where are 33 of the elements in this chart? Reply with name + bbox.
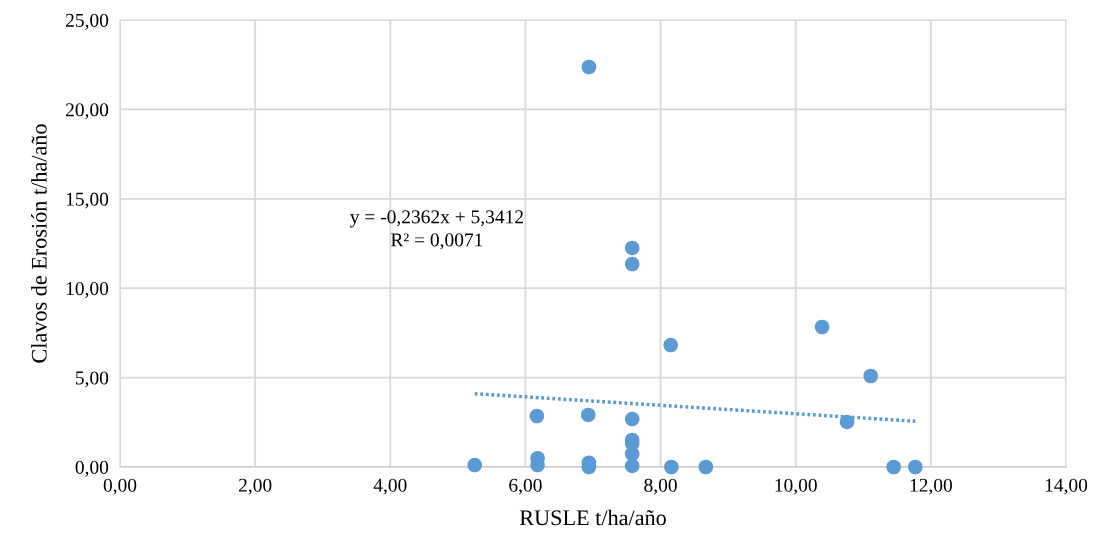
annotation: y = -0,2362x + 5,3412 R² = 0,0071: [350, 210, 523, 250]
point: [698, 459, 714, 475]
x-tick-label: 4,00: [373, 478, 407, 495]
x-tick-label: 8,00: [644, 478, 677, 495]
x-axis-title: RUSLE t/ha/año: [519, 509, 666, 526]
y-tick-label: 20,00: [65, 103, 109, 120]
x-tick-label: 12,00: [910, 478, 952, 495]
point: [580, 407, 596, 423]
y-tick-label: 15,00: [66, 192, 109, 209]
point: [624, 411, 640, 427]
point: [663, 337, 678, 353]
point: [664, 459, 679, 475]
point: [886, 459, 901, 475]
point: [624, 458, 640, 474]
y-tick-label: 25,00: [65, 13, 109, 30]
y-tick-label: 5,00: [75, 371, 109, 388]
point: [581, 59, 597, 75]
point: [529, 408, 545, 424]
point: [814, 319, 830, 335]
y-tick-label: 0,00: [75, 460, 109, 477]
point: [624, 256, 640, 272]
point: [624, 240, 640, 256]
x-tick-label: 0,00: [103, 478, 137, 495]
point: [863, 368, 878, 384]
x-tick-label: 14,00: [1045, 478, 1088, 495]
x-tick-label: 6,00: [509, 478, 542, 495]
x-tick-label: 2,00: [238, 478, 272, 495]
point: [908, 459, 923, 475]
point: [839, 414, 855, 430]
point: [467, 457, 483, 473]
y-tick-label: 10,00: [66, 282, 109, 298]
y-axis-title: Clavos de Erosión t/ha/año: [31, 124, 47, 363]
x-tick-label: 10,00: [775, 478, 817, 495]
